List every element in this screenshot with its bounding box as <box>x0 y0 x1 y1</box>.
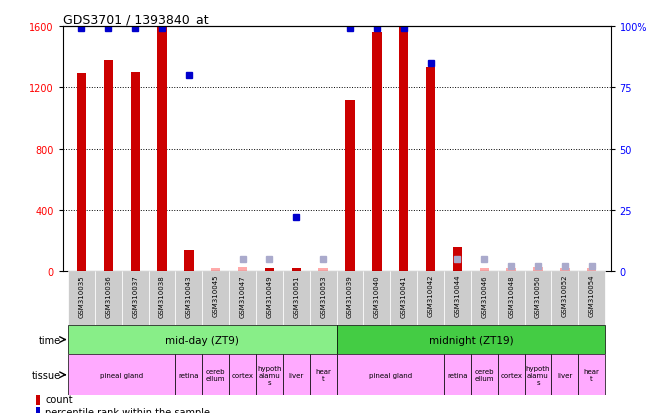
Bar <box>211 268 220 272</box>
Bar <box>68 272 95 325</box>
Bar <box>560 268 570 272</box>
Bar <box>551 272 578 325</box>
Text: time: time <box>39 335 61 345</box>
Bar <box>95 272 122 325</box>
Bar <box>399 27 409 272</box>
Text: tissue: tissue <box>32 370 61 380</box>
Bar <box>265 268 274 272</box>
Text: hypoth
alamu
s: hypoth alamu s <box>526 365 550 385</box>
Bar <box>551 354 578 396</box>
Bar <box>68 325 337 354</box>
Bar <box>310 354 337 396</box>
Text: GSM310044: GSM310044 <box>455 274 461 317</box>
Bar <box>104 60 113 272</box>
Bar <box>533 267 543 272</box>
Bar <box>203 272 229 325</box>
Text: cereb
ellum: cereb ellum <box>206 368 226 381</box>
Bar <box>417 272 444 325</box>
Text: GSM310047: GSM310047 <box>240 274 246 317</box>
Bar <box>176 272 203 325</box>
Bar <box>444 354 471 396</box>
Text: GSM310054: GSM310054 <box>589 274 595 317</box>
Bar <box>310 272 337 325</box>
Text: midnight (ZT19): midnight (ZT19) <box>428 335 513 345</box>
Bar <box>471 354 498 396</box>
Bar <box>525 354 551 396</box>
Bar <box>498 354 525 396</box>
Bar <box>256 272 283 325</box>
Text: GSM310041: GSM310041 <box>401 274 407 317</box>
Text: GSM310053: GSM310053 <box>320 274 326 317</box>
Text: GSM310036: GSM310036 <box>106 274 112 317</box>
Text: liver: liver <box>288 372 304 378</box>
Bar <box>444 272 471 325</box>
Bar <box>238 267 248 272</box>
Bar <box>337 325 605 354</box>
Text: GDS3701 / 1393840_at: GDS3701 / 1393840_at <box>63 13 209 26</box>
Text: GSM310040: GSM310040 <box>374 274 380 317</box>
Bar <box>471 272 498 325</box>
Bar <box>203 354 229 396</box>
Bar <box>77 74 86 272</box>
Text: GSM310045: GSM310045 <box>213 274 218 317</box>
Bar <box>364 272 390 325</box>
Text: cortex: cortex <box>232 372 253 378</box>
Text: pineal gland: pineal gland <box>369 372 412 378</box>
Text: GSM310042: GSM310042 <box>428 274 434 317</box>
Bar <box>319 268 328 272</box>
Text: percentile rank within the sample: percentile rank within the sample <box>46 407 211 413</box>
Bar <box>256 354 283 396</box>
Text: cereb
ellum: cereb ellum <box>475 368 494 381</box>
Bar <box>36 394 40 406</box>
Text: pineal gland: pineal gland <box>100 372 143 378</box>
Bar <box>283 272 310 325</box>
Text: retina: retina <box>179 372 199 378</box>
Bar <box>525 272 551 325</box>
Bar <box>36 407 40 413</box>
Bar <box>68 354 176 396</box>
Bar <box>426 68 436 272</box>
Text: GSM310050: GSM310050 <box>535 274 541 317</box>
Bar <box>337 354 444 396</box>
Bar <box>229 272 256 325</box>
Text: liver: liver <box>557 372 572 378</box>
Bar <box>498 272 525 325</box>
Text: hypoth
alamu
s: hypoth alamu s <box>257 365 282 385</box>
Bar <box>131 73 140 272</box>
Text: GSM310035: GSM310035 <box>79 274 84 317</box>
Text: GSM310039: GSM310039 <box>347 274 353 317</box>
Bar <box>506 268 516 272</box>
Text: GSM310049: GSM310049 <box>267 274 273 317</box>
Bar <box>453 247 462 272</box>
Bar <box>292 268 301 272</box>
Bar <box>283 354 310 396</box>
Bar <box>480 268 489 272</box>
Bar <box>122 272 148 325</box>
Text: GSM310048: GSM310048 <box>508 274 514 317</box>
Bar <box>345 100 354 272</box>
Text: hear
t: hear t <box>583 368 600 381</box>
Text: mid-day (ZT9): mid-day (ZT9) <box>166 335 240 345</box>
Bar <box>578 272 605 325</box>
Bar <box>176 354 203 396</box>
Text: hear
t: hear t <box>315 368 331 381</box>
Text: count: count <box>46 394 73 404</box>
Text: GSM310051: GSM310051 <box>293 274 300 317</box>
Text: GSM310046: GSM310046 <box>481 274 487 317</box>
Bar <box>337 272 364 325</box>
Bar <box>390 272 417 325</box>
Bar <box>157 27 167 272</box>
Bar <box>148 272 176 325</box>
Text: GSM310052: GSM310052 <box>562 274 568 317</box>
Bar <box>578 354 605 396</box>
Bar <box>184 250 193 272</box>
Bar <box>229 354 256 396</box>
Text: cortex: cortex <box>500 372 522 378</box>
Text: GSM310043: GSM310043 <box>186 274 192 317</box>
Text: GSM310037: GSM310037 <box>132 274 138 317</box>
Bar <box>372 33 381 272</box>
Text: retina: retina <box>447 372 468 378</box>
Text: GSM310038: GSM310038 <box>159 274 165 317</box>
Bar <box>587 268 597 272</box>
